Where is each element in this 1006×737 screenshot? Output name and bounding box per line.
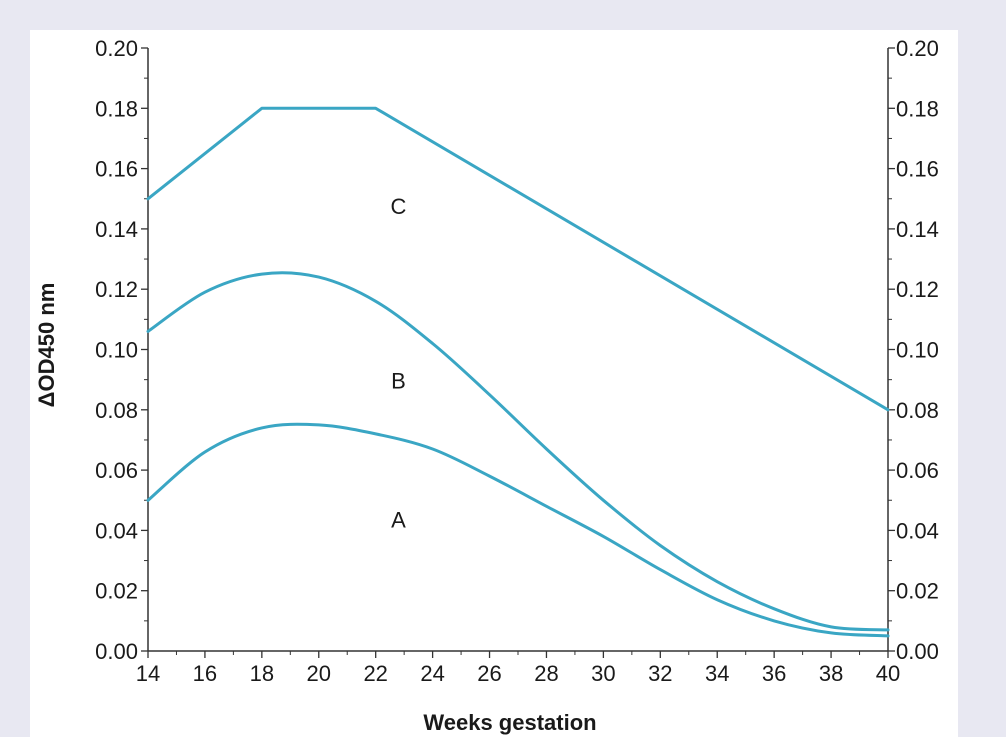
axes (147, 48, 889, 652)
y-tick-label-left: 0.08 (95, 398, 138, 423)
series-line-a (146, 422, 890, 638)
y-tick-label-right: 0.16 (896, 157, 939, 182)
series-group (146, 106, 890, 638)
y-tick-label-right: 0.14 (896, 217, 939, 242)
y-tick-label-right: 0.12 (896, 277, 939, 302)
x-tick-label: 14 (136, 661, 160, 686)
x-tick-label: 36 (762, 661, 786, 686)
y-tick-label-right: 0.08 (896, 398, 939, 423)
x-tick-label: 34 (705, 661, 729, 686)
y-tick-label-left: 0.18 (95, 96, 138, 121)
x-tick-label: 18 (250, 661, 274, 686)
series-label-c: C (391, 194, 407, 219)
ticks: 0.00 0.00 0.02 0.02 0.04 0.04 0.06 0.06 0.08 0.08… (95, 36, 939, 686)
x-tick-label: 32 (648, 661, 672, 686)
y-tick-label-right: 0.10 (896, 338, 939, 363)
x-tick-label: 24 (420, 661, 444, 686)
series-label-a: A (391, 507, 406, 532)
x-axis-title: Weeks gestation (423, 710, 596, 735)
y-tick-label-left: 0.00 (95, 639, 138, 664)
x-tick-label: 16 (193, 661, 217, 686)
series-labels: C B A (391, 194, 407, 533)
y-tick-label-right: 0.20 (896, 36, 939, 61)
x-tick-label: 22 (363, 661, 387, 686)
y-tick-label-right: 0.00 (896, 639, 939, 664)
y-tick-label-left: 0.10 (95, 338, 138, 363)
y-axis-title: ΔOD450 nm (34, 283, 59, 408)
y-tick-label-right: 0.18 (896, 96, 939, 121)
x-tick-label: 30 (591, 661, 615, 686)
y-tick-label-right: 0.06 (896, 458, 939, 483)
y-tick-label-left: 0.16 (95, 157, 138, 182)
series-line-b (146, 271, 890, 632)
x-tick-label: 38 (819, 661, 843, 686)
y-tick-label-left: 0.20 (95, 36, 138, 61)
x-tick-label: 20 (307, 661, 331, 686)
series-line-c (146, 106, 890, 412)
y-tick-label-left: 0.04 (95, 518, 138, 543)
y-tick-label-left: 0.14 (95, 217, 138, 242)
y-tick-label-right: 0.04 (896, 518, 939, 543)
y-tick-label-right: 0.02 (896, 579, 939, 604)
y-tick-label-left: 0.06 (95, 458, 138, 483)
x-tick-label: 26 (477, 661, 501, 686)
y-tick-label-left: 0.12 (95, 277, 138, 302)
x-tick-label: 40 (876, 661, 900, 686)
x-tick-label: 28 (534, 661, 558, 686)
y-tick-label-left: 0.02 (95, 579, 138, 604)
series-label-b: B (391, 369, 406, 394)
